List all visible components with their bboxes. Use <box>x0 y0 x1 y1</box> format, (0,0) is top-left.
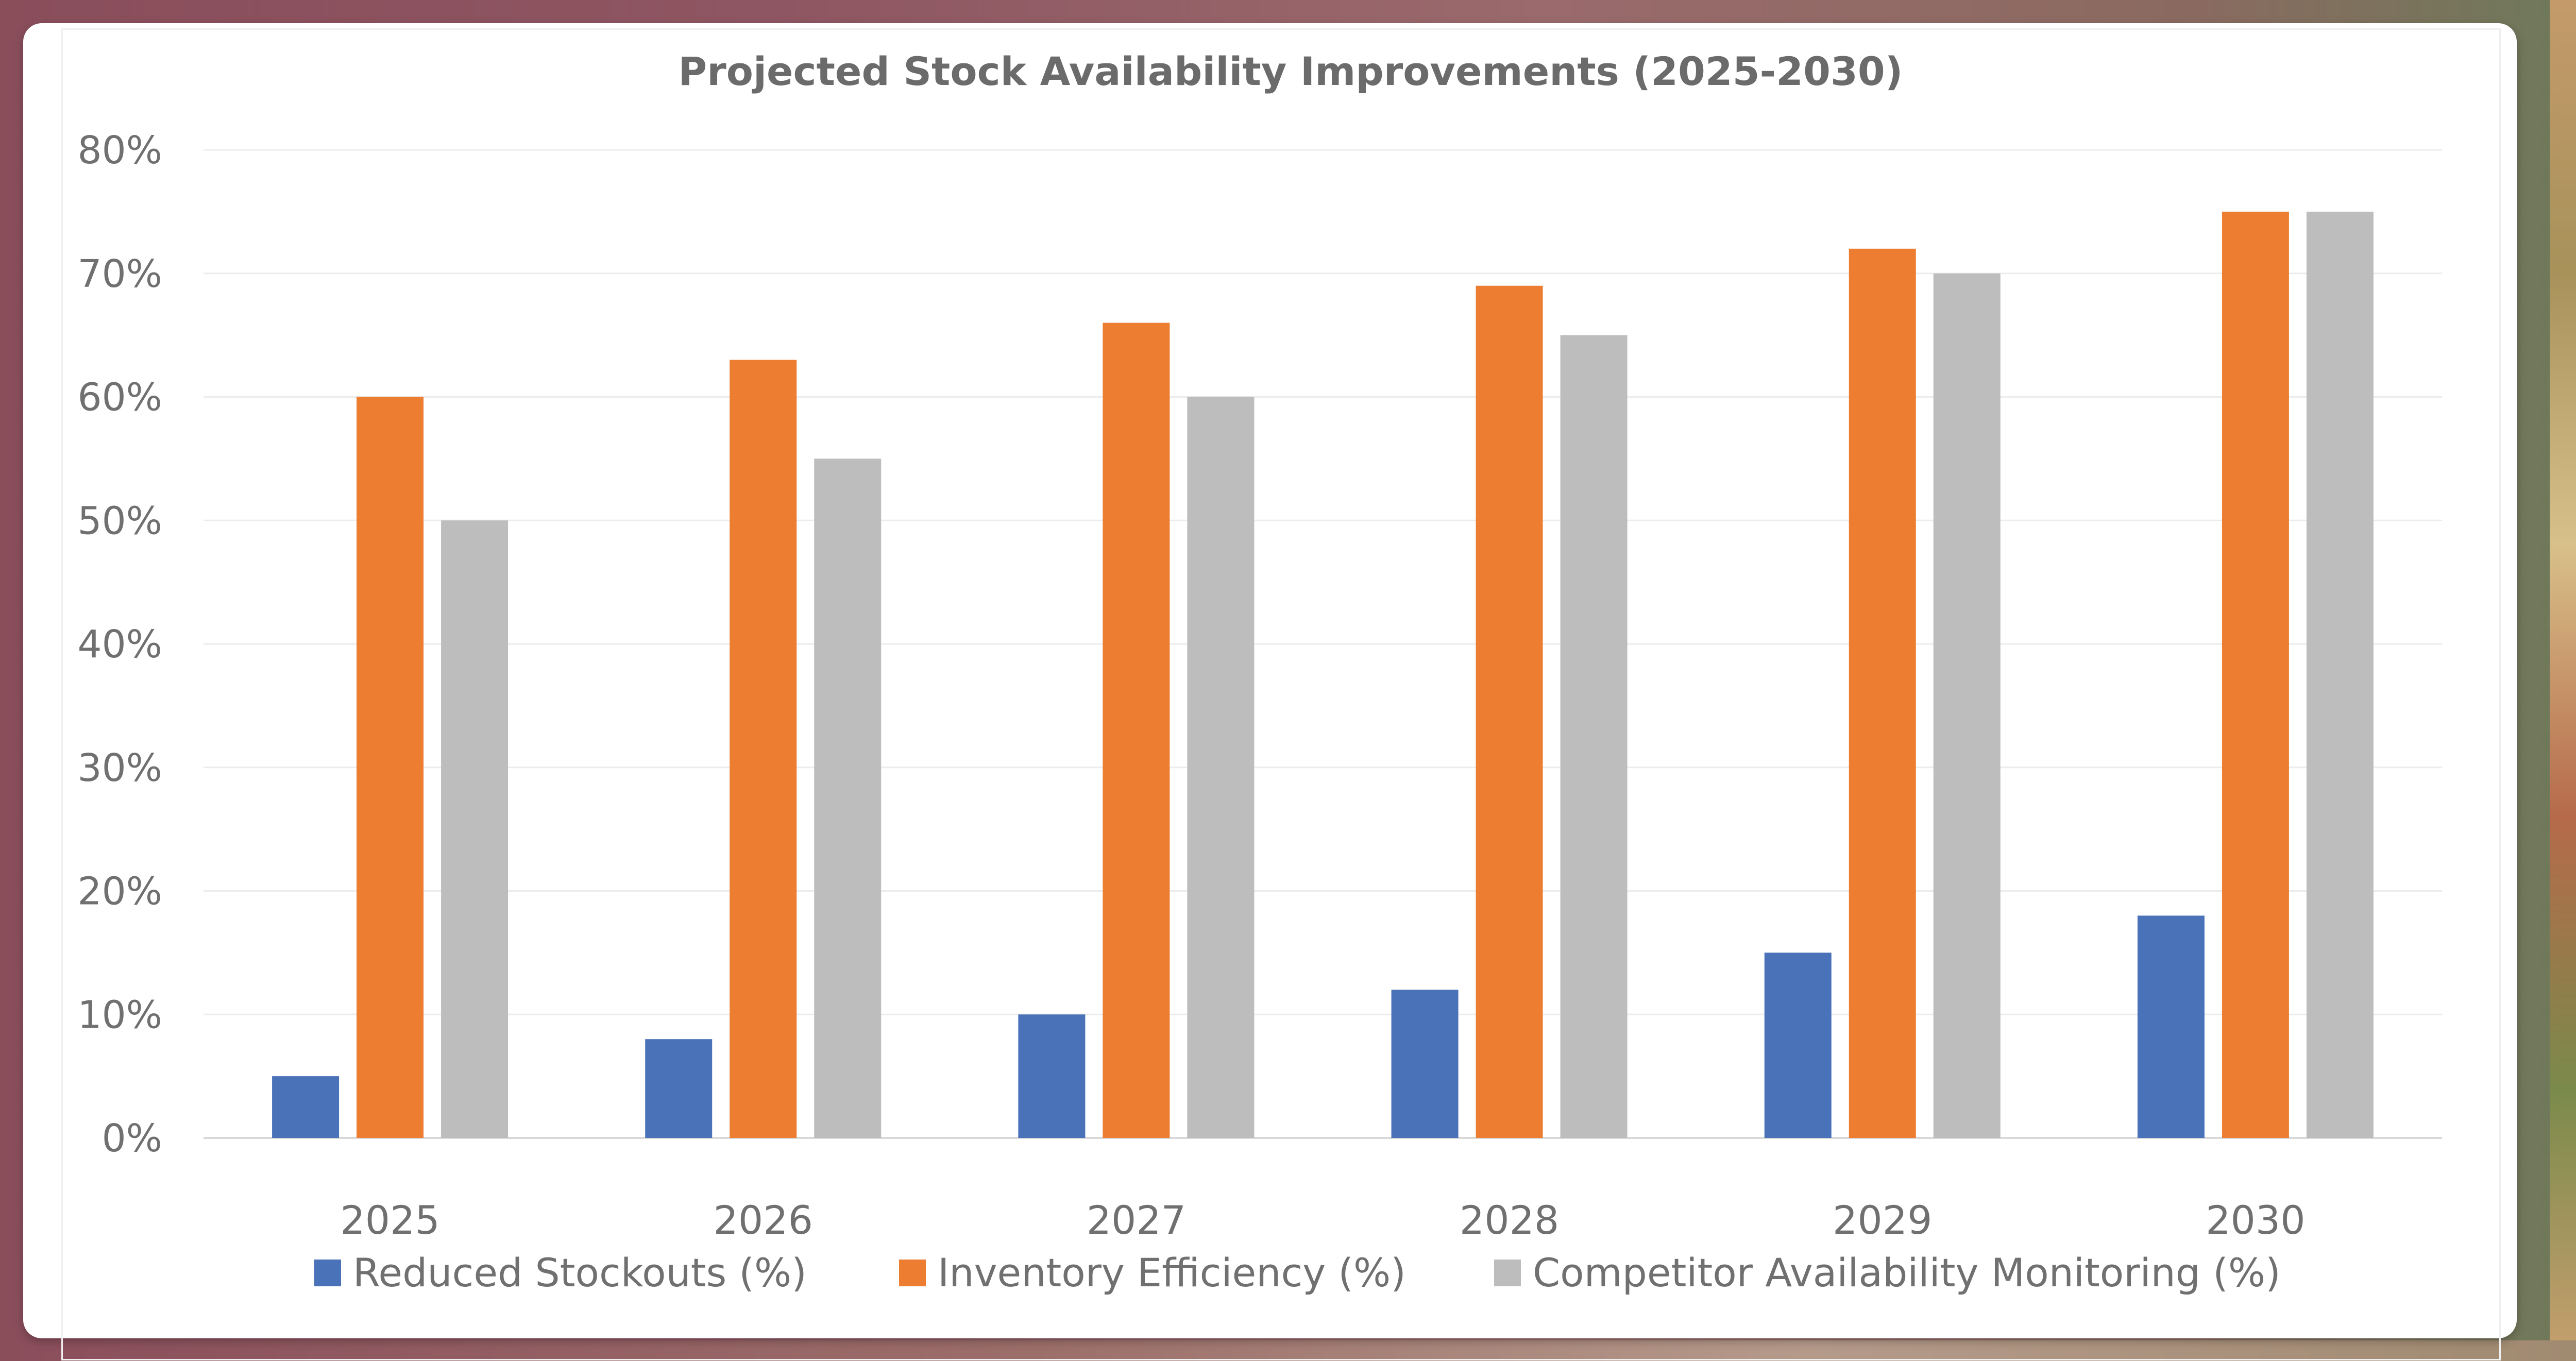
background-photo-edge <box>2550 0 2576 1361</box>
y-tick-label: 20% <box>78 870 162 914</box>
x-tick-label: 2027 <box>1087 1197 1186 1243</box>
x-tick-label: 2029 <box>1833 1197 1932 1243</box>
bar-3 <box>1560 335 1628 1138</box>
gridlines <box>204 149 2442 1139</box>
bars <box>272 211 2374 1138</box>
legend-label: Reduced Stockouts (%) <box>353 1250 807 1296</box>
x-tick-label: 2025 <box>340 1197 439 1243</box>
chart-frame <box>61 28 2501 1360</box>
y-tick-label: 50% <box>78 499 162 543</box>
bar-2 <box>1103 322 1170 1138</box>
chart-title: Projected Stock Availability Improvement… <box>679 48 1903 94</box>
bar-1 <box>1764 952 1832 1138</box>
y-tick-label: 80% <box>78 128 162 173</box>
bar-3 <box>1933 273 2001 1138</box>
bar-3 <box>2306 211 2374 1138</box>
legend-swatch <box>1494 1260 1521 1286</box>
bar-3 <box>1187 397 1255 1138</box>
bar-1 <box>1391 990 1459 1138</box>
y-tick-label: 10% <box>78 993 162 1037</box>
y-tick-label: 70% <box>78 252 162 296</box>
legend-label: Inventory Efficiency (%) <box>938 1250 1406 1296</box>
background-photo-bottom <box>0 1340 2576 1361</box>
bar-2 <box>1476 285 1543 1138</box>
legend-swatch <box>314 1260 341 1286</box>
y-tick-label: 30% <box>78 746 162 790</box>
legend-label: Competitor Availability Monitoring (%) <box>1533 1250 2281 1296</box>
legend: Reduced Stockouts (%) Inventory Efficienc… <box>314 1250 2281 1296</box>
y-axis-ticks: 0% 10% 20% 30% 40% 50% 60% 70% 80% <box>78 128 162 1161</box>
x-tick-label: 2028 <box>1460 1197 1559 1243</box>
x-tick-label: 2026 <box>714 1197 813 1243</box>
bar-chart: Projected Stock Availability Improvement… <box>78 48 2442 1296</box>
bar-2 <box>1849 248 1916 1138</box>
bar-2 <box>357 397 424 1138</box>
bar-1 <box>272 1076 340 1138</box>
bar-2 <box>730 360 797 1138</box>
legend-swatch <box>899 1260 926 1286</box>
bar-1 <box>1018 1014 1086 1138</box>
x-tick-label: 2030 <box>2206 1197 2305 1243</box>
bar-3 <box>814 458 882 1138</box>
bar-3 <box>441 520 509 1138</box>
bar-2 <box>2222 211 2289 1138</box>
chart-card: Projected Stock Availability Improvement… <box>23 23 2517 1360</box>
y-tick-label: 40% <box>78 622 162 667</box>
y-tick-label: 0% <box>102 1116 162 1161</box>
bar-1 <box>645 1039 713 1138</box>
y-tick-label: 60% <box>78 376 162 420</box>
x-axis-ticks: 2025 2026 2027 2028 2029 2030 <box>340 1197 2305 1243</box>
bar-1 <box>2137 915 2205 1138</box>
